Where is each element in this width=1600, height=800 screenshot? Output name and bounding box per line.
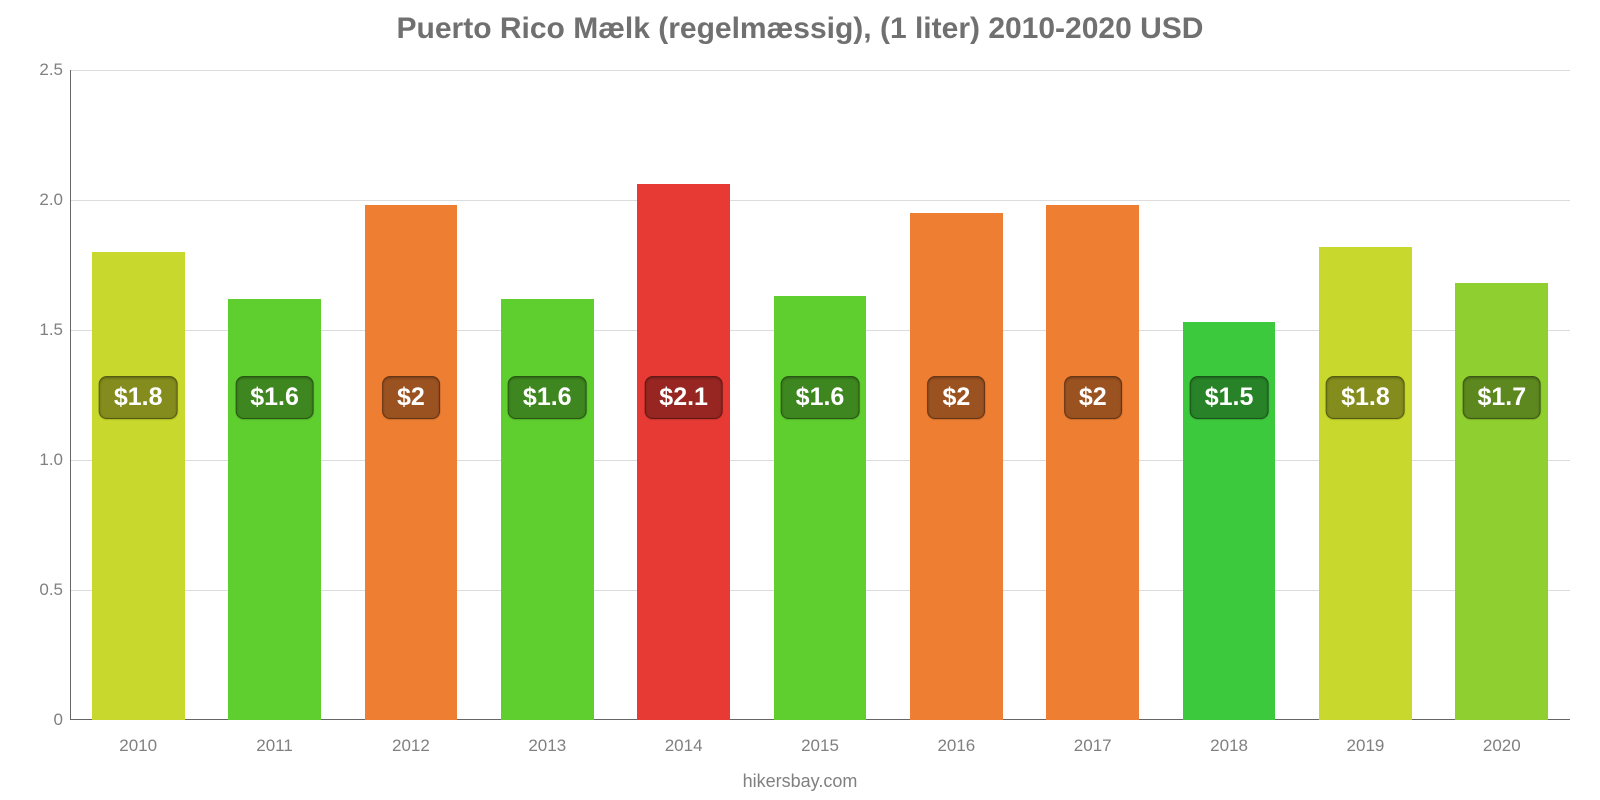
bar — [637, 184, 730, 720]
bar-value-label: $2 — [382, 376, 440, 419]
bar — [1319, 247, 1412, 720]
x-tick-label: 2013 — [528, 736, 566, 756]
bar-value-label: $2 — [927, 376, 985, 419]
bars-container: $1.8 $1.6 $2 $1.6 $2.1 $1.6 $2 $2 $1.5 $1.8 $1.7 — [70, 70, 1570, 720]
bar — [910, 213, 1003, 720]
x-tick-label: 2014 — [665, 736, 703, 756]
milk-price-chart: Puerto Rico Mælk (regelmæssig), (1 liter… — [0, 0, 1600, 800]
chart-title: Puerto Rico Mælk (regelmæssig), (1 liter… — [0, 0, 1600, 46]
bar-value-label: $1.8 — [1326, 376, 1405, 419]
bar-value-label: $1.6 — [508, 376, 587, 419]
chart-footer: hikersbay.com — [0, 771, 1600, 792]
x-tick-label: 2018 — [1210, 736, 1248, 756]
x-tick-label: 2015 — [801, 736, 839, 756]
x-tick-label: 2019 — [1347, 736, 1385, 756]
bar — [1455, 283, 1548, 720]
bar-value-label: $1.8 — [99, 376, 178, 419]
y-tick-label: 2.5 — [25, 60, 63, 80]
x-tick-label: 2020 — [1483, 736, 1521, 756]
bar — [774, 296, 867, 720]
bar — [228, 299, 321, 720]
bar-value-label: $1.6 — [781, 376, 860, 419]
x-tick-label: 2011 — [256, 736, 293, 756]
bar-value-label: $2.1 — [644, 376, 723, 419]
x-tick-label: 2010 — [119, 736, 157, 756]
plot-area: 00.51.01.52.02.5$1.8$1.6$2$1.6$2.1$1.6$2… — [70, 70, 1570, 720]
bar — [501, 299, 594, 720]
bar — [92, 252, 185, 720]
bar — [1046, 205, 1139, 720]
bar-value-label: $2 — [1064, 376, 1122, 419]
x-tick-label: 2016 — [937, 736, 975, 756]
y-tick-label: 2.0 — [25, 190, 63, 210]
y-tick-label: 1.5 — [25, 320, 63, 340]
bar-value-label: $1.5 — [1190, 376, 1269, 419]
bar-value-label: $1.7 — [1462, 376, 1541, 419]
y-tick-label: 0 — [25, 710, 63, 730]
bar-value-label: $1.6 — [235, 376, 314, 419]
y-tick-label: 1.0 — [25, 450, 63, 470]
bar — [365, 205, 458, 720]
x-tick-label: 2017 — [1074, 736, 1112, 756]
x-tick-label: 2012 — [392, 736, 430, 756]
y-tick-label: 0.5 — [25, 580, 63, 600]
